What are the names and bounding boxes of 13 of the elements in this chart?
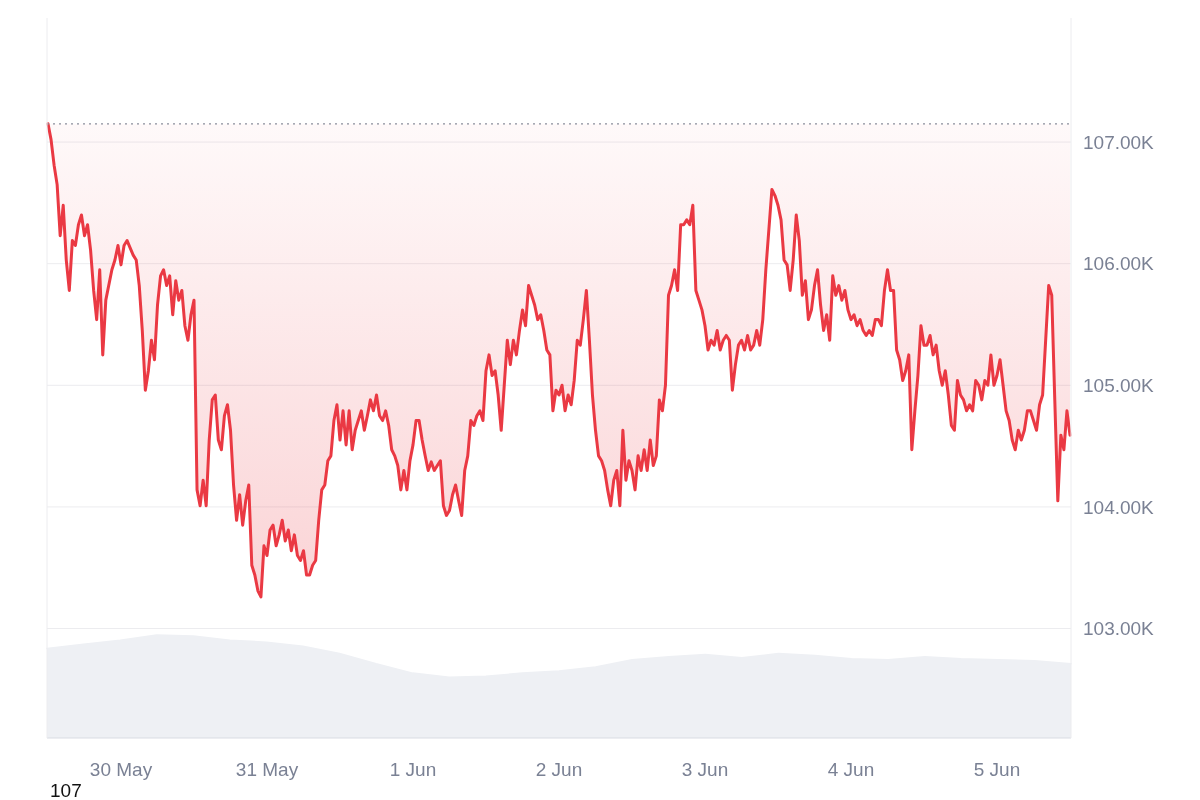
x-tick-label: 2 Jun [535,759,583,780]
x-tick-label: 1 Jun [389,759,437,780]
y-tick-label: 103.00K [1083,618,1155,640]
x-tick-label: 30 May [89,759,153,780]
text: 107 [50,780,82,800]
x-tick-label: 3 Jun [681,759,729,780]
y-tick-label: 107.00K [1083,131,1155,153]
y-tick-label: 106.00K [1083,253,1155,275]
x-tick-label: 4 Jun [827,759,875,780]
y-tick-label: 104.00K [1083,496,1155,518]
x-tick-label: 5 Jun [973,759,1021,780]
y-tick-label: 105.00K [1083,374,1155,396]
x-tick-label: 31 May [235,759,299,780]
